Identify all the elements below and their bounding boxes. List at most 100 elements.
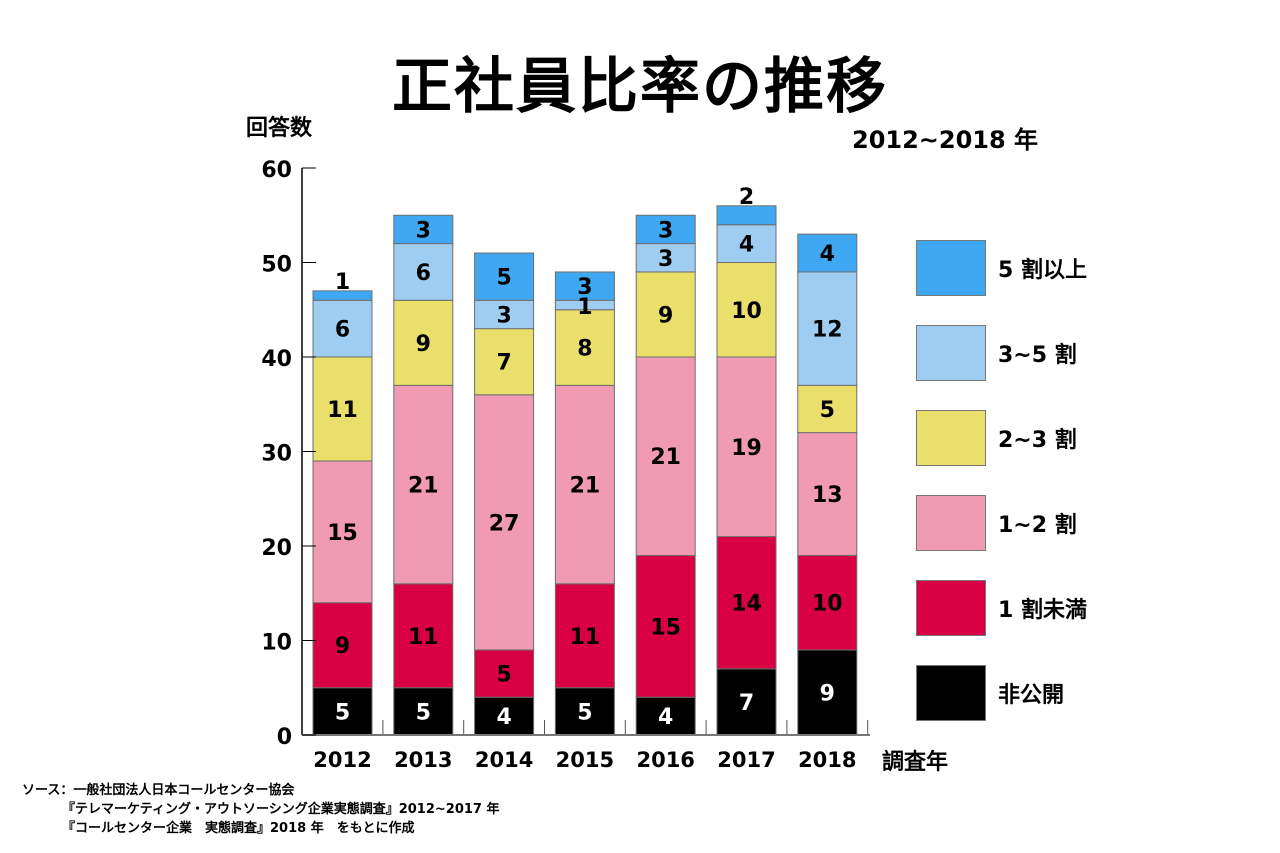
x-tick-label: 2015 (556, 748, 614, 772)
bar-value-label: 3 (577, 275, 592, 300)
bar-value-label: 5 (416, 700, 431, 725)
bar-value-label: 4 (658, 705, 673, 730)
bar-segment-2018-0 (797, 649, 858, 736)
bar-segment-2016-4 (635, 243, 696, 273)
bar-value-label: 9 (658, 303, 673, 328)
legend-label: 2~3 割 (998, 427, 1077, 453)
legend-item: 1 割未満 (916, 579, 1087, 636)
legend-item: 1~2 割 (916, 494, 1077, 551)
legend-label: 3~5 割 (998, 342, 1077, 368)
x-tick-label: 2014 (475, 748, 533, 772)
x-tick-label: 2013 (394, 748, 452, 772)
bar-segment-2018-5 (797, 233, 858, 273)
bar-segment-2017-1 (716, 536, 777, 670)
source-line-3: 『コールセンター企業 実態調査』2018 年 をもとに作成 (62, 821, 415, 836)
legend-swatch (916, 239, 986, 296)
bar-segment-2014-1 (474, 649, 535, 698)
legend-swatch (916, 664, 986, 721)
x-tick-label: 2017 (717, 748, 775, 772)
legend-item: 非公開 (916, 664, 1064, 721)
bar-segment-2016-2 (635, 356, 696, 556)
bar-segment-2014-2 (474, 394, 535, 651)
bar-value-label: 9 (820, 681, 835, 706)
bar-value-label: 5 (820, 398, 835, 423)
bar-segment-2013-1 (393, 583, 454, 689)
x-tick-label: 2016 (636, 748, 694, 772)
y-tick-label: 30 (261, 442, 292, 467)
x-axis-label: 調査年 (882, 750, 949, 775)
bar-segment-2018-2 (797, 432, 858, 556)
y-tick-label: 20 (261, 536, 292, 561)
bar-segment-2013-5 (393, 214, 454, 245)
legend-label: 5 割以上 (998, 257, 1087, 283)
bar-value-label: 1 (577, 295, 592, 320)
bar-value-label: 21 (570, 474, 601, 499)
legend-swatch (916, 324, 986, 381)
bar-value-label: 3 (496, 303, 511, 328)
bar-value-label: 11 (408, 625, 439, 650)
bar-value-label: 5 (496, 663, 511, 688)
y-tick-label: 10 (261, 631, 292, 656)
bar-value-label: 4 (496, 705, 511, 730)
bar-value-label: 3 (658, 218, 673, 243)
bar-value-label: 10 (812, 592, 843, 617)
bar-segment-2012-5 (312, 290, 373, 301)
bar-value-label: 2 (739, 185, 754, 210)
bar-segment-2016-0 (635, 696, 696, 736)
bar-segment-2015-5 (554, 271, 615, 301)
bar-value-label: 21 (650, 445, 681, 470)
bar-value-label: 13 (812, 483, 843, 508)
bar-segment-2015-3 (554, 309, 615, 386)
bar-value-label: 27 (489, 511, 520, 536)
bar-segment-2014-3 (474, 328, 535, 396)
legend-label: 1 割未満 (998, 597, 1087, 623)
bar-value-label: 6 (416, 261, 431, 286)
bar-value-label: 5 (496, 266, 511, 291)
legend-label: 1~2 割 (998, 512, 1077, 538)
bar-value-label: 15 (327, 521, 358, 546)
bar-value-label: 4 (820, 242, 835, 267)
bar-segment-2012-0 (312, 687, 373, 736)
bar-segment-2013-0 (393, 687, 454, 736)
bar-value-label: 11 (327, 398, 358, 423)
bar-value-label: 19 (731, 436, 762, 461)
bar-value-label: 3 (416, 218, 431, 243)
legend-item: 3~5 割 (916, 324, 1077, 381)
bar-value-label: 6 (335, 318, 350, 343)
bar-value-label: 8 (577, 337, 592, 362)
bar-value-label: 9 (416, 332, 431, 357)
bar-segment-2015-0 (554, 687, 615, 736)
bar-value-label: 10 (731, 299, 762, 324)
bar-segment-2014-4 (474, 299, 535, 330)
source-line-1: ソース：一般社団法人日本コールセンター協会 (22, 783, 295, 798)
bar-value-label: 3 (658, 247, 673, 272)
bar-value-label: 7 (496, 351, 511, 376)
legend-swatch (916, 494, 986, 551)
period-label: 2012~2018 年 (852, 126, 1039, 154)
bar-segment-2014-0 (474, 696, 535, 736)
bar-value-label: 1 (335, 270, 350, 295)
bar-value-label: 7 (739, 691, 754, 716)
bar-segment-2015-2 (554, 384, 615, 585)
bar-segment-2017-4 (716, 224, 777, 263)
x-tick-label: 2018 (798, 748, 856, 772)
bar-segment-2014-5 (474, 252, 535, 301)
legend-item: 5 割以上 (916, 239, 1087, 296)
legend-swatch (916, 409, 986, 466)
y-axis-label: 回答数 (246, 116, 313, 141)
bar-segment-2015-1 (554, 583, 615, 689)
bar-value-label: 15 (650, 615, 681, 640)
bar-value-label: 4 (739, 233, 754, 258)
bar-segment-2016-5 (635, 214, 696, 245)
y-tick-label: 60 (261, 158, 292, 183)
chart-title: 正社員比率の推移 (392, 52, 888, 122)
bar-segment-2013-4 (393, 243, 454, 301)
bar-segment-2013-3 (393, 299, 454, 386)
bar-value-label: 14 (731, 592, 762, 617)
y-tick-label: 40 (261, 347, 292, 372)
legend-swatch (916, 579, 986, 636)
bar-segment-2013-2 (393, 384, 454, 585)
bar-value-label: 12 (812, 318, 843, 343)
bar-segment-2016-1 (635, 554, 696, 698)
